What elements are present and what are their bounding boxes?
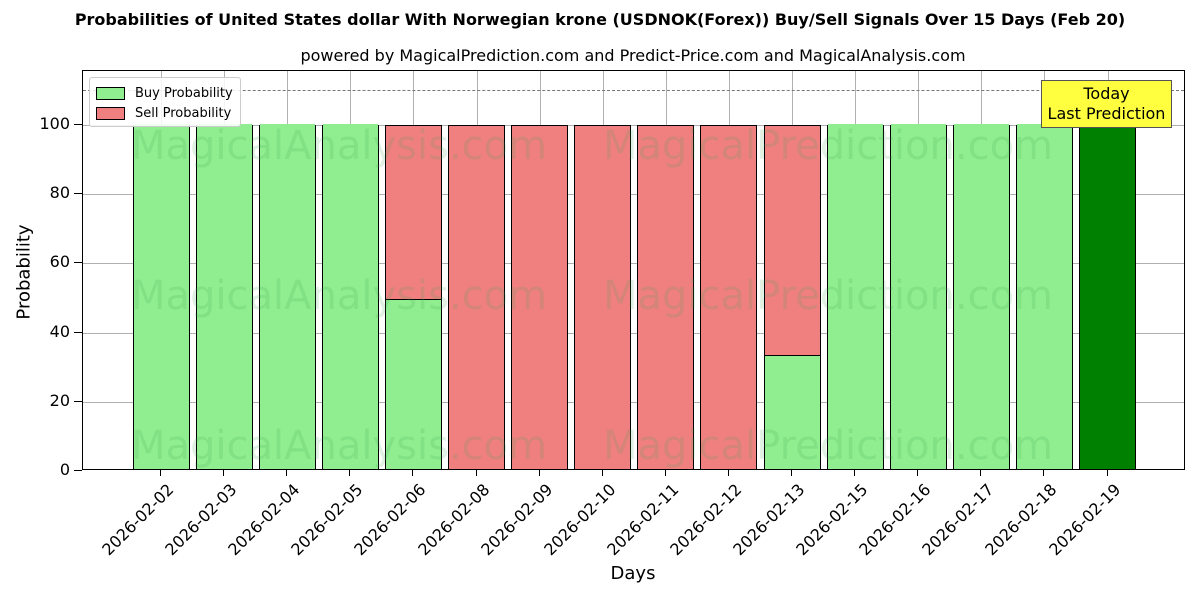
legend-item-buy: Buy Probability <box>96 84 233 102</box>
plot-area: MagicalAnalysis.com MagicalPrediction.co… <box>82 70 1185 470</box>
reference-line-110 <box>83 90 1184 92</box>
grid-line-horizontal <box>83 263 1184 265</box>
x-tick <box>917 470 919 476</box>
y-tick <box>74 193 82 195</box>
y-tick-label: 40 <box>49 321 70 341</box>
chart-title: Probabilities of United States dollar Wi… <box>74 10 1126 29</box>
annotation-line-1: Today <box>1083 84 1130 103</box>
x-tick <box>286 470 288 476</box>
y-tick <box>74 262 82 264</box>
bar-2026-02-04 <box>258 124 316 469</box>
bar-2026-02-17 <box>952 124 1010 469</box>
x-axis-title: Days <box>610 563 656 584</box>
bar-2026-02-19 <box>1079 124 1136 469</box>
x-tick <box>160 470 161 476</box>
x-tick <box>538 470 540 476</box>
buy-segment <box>890 124 946 469</box>
bar-2026-02-11 <box>637 125 695 469</box>
sell-segment <box>575 126 631 469</box>
x-tick <box>349 470 351 476</box>
sell-swatch-icon <box>96 106 125 120</box>
y-tick <box>74 400 82 402</box>
bar-2026-02-09 <box>511 125 569 469</box>
bar-2026-02-10 <box>574 125 632 469</box>
annotation-line-2: Last Prediction <box>1047 104 1166 123</box>
bar-2026-02-16 <box>889 124 947 469</box>
x-tick <box>223 470 225 476</box>
sell-segment <box>512 126 568 469</box>
buy-segment <box>1016 124 1072 469</box>
bar-2026-02-18 <box>1015 124 1073 469</box>
x-tick <box>980 470 982 476</box>
buy-segment <box>1080 124 1135 469</box>
y-tick-label: 0 <box>59 460 70 479</box>
x-tick <box>727 470 729 476</box>
buy-segment <box>259 124 315 469</box>
y-tick-label: 100 <box>39 114 70 133</box>
legend: Buy Probability Sell Probability <box>89 77 241 127</box>
buy-segment <box>322 124 378 469</box>
bar-2026-02-02 <box>132 124 190 469</box>
legend-item-sell: Sell Probability <box>96 104 231 122</box>
y-tick-label: 60 <box>49 252 70 272</box>
bar-2026-02-05 <box>321 124 379 469</box>
x-tick <box>601 470 603 476</box>
x-tick <box>412 470 414 476</box>
legend-buy-label: Buy Probability <box>135 85 233 101</box>
y-tick <box>74 124 82 125</box>
bar-2026-02-13 <box>763 125 821 469</box>
chart-subtitle: powered by MagicalPrediction.com and Pre… <box>300 46 966 65</box>
bar-2026-02-12 <box>700 125 758 469</box>
y-axis-title: Probability <box>13 224 35 320</box>
buy-segment <box>196 124 252 469</box>
sell-segment <box>764 126 820 357</box>
buy-segment <box>385 298 441 469</box>
grid-line-horizontal <box>83 125 1184 126</box>
sell-segment <box>638 126 694 469</box>
today-annotation: Today Last Prediction <box>1041 80 1172 128</box>
sell-segment <box>701 126 757 469</box>
x-tick <box>1043 470 1045 476</box>
grid-line-horizontal <box>83 401 1184 403</box>
x-tick <box>664 470 666 476</box>
bar-2026-02-06 <box>384 125 442 469</box>
buy-swatch-icon <box>96 86 125 100</box>
buy-segment <box>953 124 1009 469</box>
y-tick-label: 20 <box>49 390 70 410</box>
grid-line-horizontal <box>83 194 1184 196</box>
bar-2026-02-08 <box>448 125 505 469</box>
x-tick <box>791 470 792 476</box>
buy-segment <box>133 124 189 469</box>
buy-segment <box>764 354 820 469</box>
sell-segment <box>449 126 504 469</box>
bar-2026-02-15 <box>826 124 884 469</box>
legend-sell-label: Sell Probability <box>135 105 232 121</box>
x-tick <box>854 470 856 476</box>
y-tick <box>74 331 82 333</box>
y-tick <box>74 470 82 471</box>
sell-segment <box>385 126 441 301</box>
x-tick <box>475 470 477 476</box>
buy-segment <box>827 124 883 469</box>
grid-line-horizontal <box>83 332 1184 334</box>
x-tick <box>1106 470 1108 476</box>
y-tick-label: 80 <box>49 183 70 203</box>
bar-2026-02-03 <box>195 124 253 469</box>
